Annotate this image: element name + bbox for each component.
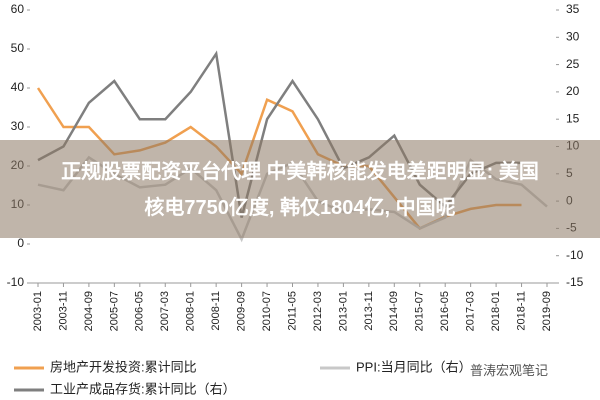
banner-line: 正规股票配资平台代理 中美韩核能发电差距明显: 美国 xyxy=(61,161,539,183)
y-tick-label: 0 xyxy=(17,236,24,250)
overlay-banner: 正规股票配资平台代理 中美韩核能发电差距明显: 美国 核电7750亿度, 韩仅1… xyxy=(0,140,600,238)
y-tick-label: -10 xyxy=(7,275,25,289)
x-tick-label: 2005-07 xyxy=(108,291,120,331)
legend-label: PPI:当月同比（右） xyxy=(356,359,472,374)
x-tick-label: 2017-03 xyxy=(465,291,477,331)
y2-tick-label: 15 xyxy=(566,111,580,125)
x-tick-label: 2019-09 xyxy=(541,291,553,331)
x-tick-label: 2018-01 xyxy=(490,291,502,331)
y-tick-label: 30 xyxy=(11,119,25,133)
x-tick-label: 2013-01 xyxy=(337,291,349,331)
x-tick-label: 2010-07 xyxy=(261,291,273,331)
x-tick-label: 2016-05 xyxy=(439,291,451,331)
x-tick-label: 2018-11 xyxy=(515,291,527,331)
y2-tick-label: 25 xyxy=(566,57,580,71)
banner-line: 核电7750亿度, 韩仅1804亿, 中国呢 xyxy=(144,197,456,219)
x-tick-label: 2013-11 xyxy=(363,291,375,331)
y2-tick-label: 30 xyxy=(566,29,580,43)
x-tick-label: 2014-09 xyxy=(388,291,400,331)
x-tick-label: 2009-09 xyxy=(236,291,248,331)
x-tick-label: 2012-03 xyxy=(312,291,324,331)
y-tick-label: 40 xyxy=(11,80,25,94)
y2-tick-label: -10 xyxy=(566,248,584,262)
x-tick-label: 2003-11 xyxy=(57,291,69,331)
x-tick-label: 2008-01 xyxy=(185,291,197,331)
y2-tick-label: 20 xyxy=(566,84,580,98)
x-tick-label: 2004-09 xyxy=(83,291,95,331)
y-tick-label: 60 xyxy=(11,2,25,16)
x-tick-label: 2006-05 xyxy=(134,291,146,331)
y2-tick-label: -15 xyxy=(566,275,584,289)
watermark: 普涛宏观笔记 xyxy=(470,363,549,378)
legend-label: 房地产开发投资:累计同比 xyxy=(50,359,197,374)
x-tick-label: 2015-07 xyxy=(414,291,426,331)
x-tick-label: 2011-05 xyxy=(286,291,298,331)
x-tick-label: 2003-01 xyxy=(32,291,44,331)
legend-label: 工业产成品存货:累计同比（右） xyxy=(50,381,236,396)
y2-tick-label: 35 xyxy=(566,2,580,16)
y-tick-label: 50 xyxy=(11,41,25,55)
x-tick-label: 2008-11 xyxy=(210,291,222,331)
x-tick-label: 2007-03 xyxy=(159,291,171,331)
